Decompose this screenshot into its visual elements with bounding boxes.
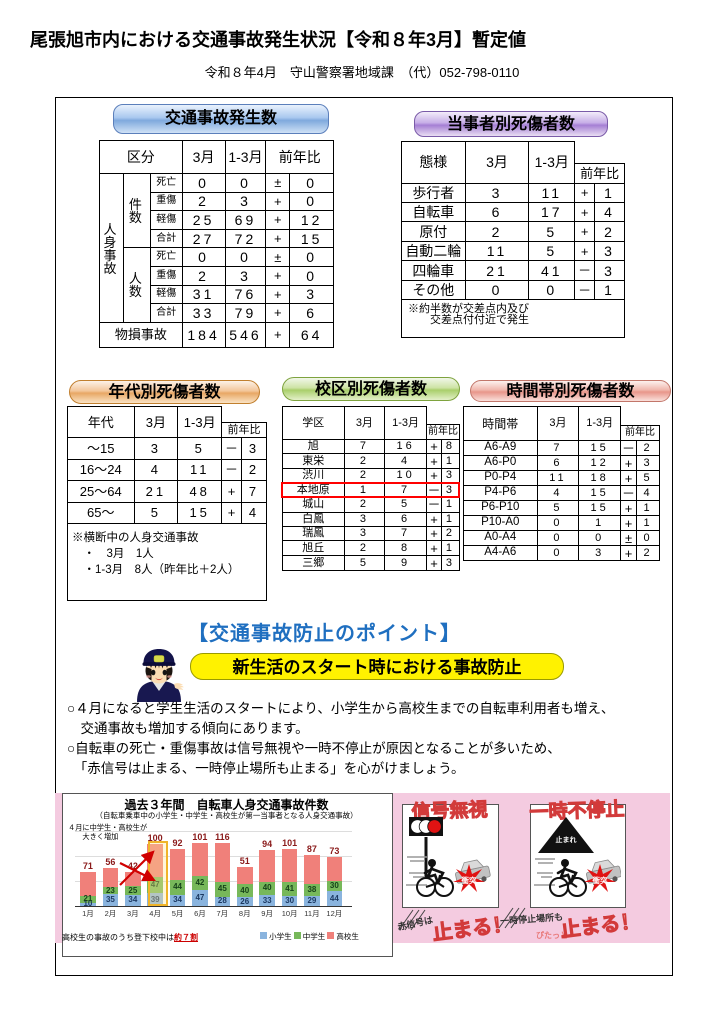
svg-text:止まれ: 止まれ xyxy=(556,835,577,844)
svg-text:衝突: 衝突 xyxy=(461,875,477,885)
svg-text:衝突: 衝突 xyxy=(592,875,608,885)
